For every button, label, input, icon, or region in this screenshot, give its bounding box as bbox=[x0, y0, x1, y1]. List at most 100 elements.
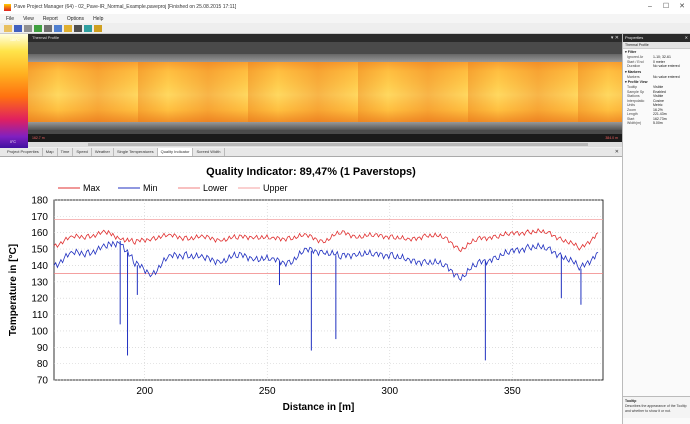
tab-quality-indicator[interactable]: Quality Indicator bbox=[157, 148, 194, 156]
tab-screed-width[interactable]: Screed Width bbox=[193, 148, 225, 156]
chart-icon[interactable] bbox=[34, 24, 42, 32]
properties-close-icon[interactable]: ✕ bbox=[684, 35, 688, 40]
property-row[interactable]: Sample Sp Enabled bbox=[623, 90, 690, 95]
property-value: 0 meter bbox=[653, 59, 665, 64]
tab-speed[interactable]: Speed bbox=[73, 148, 92, 156]
properties-header: Properties ✕ bbox=[623, 34, 690, 42]
tab-time[interactable]: Time bbox=[58, 148, 74, 156]
edit-icon[interactable] bbox=[64, 24, 72, 32]
property-row[interactable]: Stations Visible bbox=[623, 94, 690, 99]
property-key: Interpolatio bbox=[627, 98, 645, 103]
property-row[interactable]: Units Metric bbox=[623, 103, 690, 108]
property-value: Metric bbox=[653, 103, 663, 107]
properties-title: Properties bbox=[625, 35, 644, 40]
y-tick-label: 130 bbox=[31, 277, 48, 288]
x-tick-label: 300 bbox=[381, 386, 398, 397]
x-tick-label: 200 bbox=[136, 386, 153, 397]
property-row[interactable]: Start / End 0 meter bbox=[623, 60, 690, 65]
property-section[interactable]: ▾ Profile View bbox=[625, 80, 648, 84]
tab-close-icon[interactable]: ✕ bbox=[614, 149, 619, 155]
properties-grid: ▾ Filter Ignored Ar 1-10; 32-61 Start / End… bbox=[623, 50, 690, 126]
description-title: Tooltip bbox=[625, 399, 637, 403]
tab-single-temperatures[interactable]: Single Temperatures bbox=[114, 148, 158, 156]
property-value: Enabled bbox=[653, 89, 666, 94]
properties-subtitle: Thermal Profile bbox=[623, 42, 690, 49]
road-edge-bottom bbox=[28, 122, 622, 130]
maximize-button[interactable]: ☐ bbox=[662, 3, 670, 10]
plot-area bbox=[53, 199, 604, 381]
property-row[interactable]: Length 221.43m bbox=[623, 112, 690, 117]
chart-svg: Quality Indicator: 89,47% (1 Paverstops)… bbox=[8, 166, 604, 413]
property-section[interactable]: ▾ Filter bbox=[625, 50, 637, 54]
legend-entry: Upper bbox=[263, 183, 288, 193]
property-row[interactable]: Markers No value entered bbox=[623, 75, 690, 80]
y-tick-label: 170 bbox=[31, 212, 48, 223]
y-tick-label: 80 bbox=[37, 359, 49, 370]
panel-close-icon[interactable]: ▾ ✕ bbox=[610, 35, 619, 41]
y-tick-label: 90 bbox=[37, 343, 49, 354]
y-tick-label: 100 bbox=[31, 326, 48, 337]
filter-icon[interactable] bbox=[94, 24, 102, 32]
tab-project-properties[interactable]: Project Properties bbox=[4, 148, 43, 156]
menu-file[interactable]: File bbox=[6, 15, 15, 22]
refresh-icon[interactable] bbox=[84, 24, 92, 32]
property-key: Width(m) bbox=[627, 121, 642, 125]
property-section[interactable]: ▾ Markers bbox=[625, 69, 642, 74]
app-logo-icon bbox=[4, 3, 11, 11]
thermal-profile-image[interactable] bbox=[28, 42, 622, 140]
properties-panel: Properties ✕ Thermal Profile ▾ Filter Ign… bbox=[622, 34, 690, 424]
menu-view[interactable]: View bbox=[23, 15, 34, 22]
property-row[interactable]: Interpolatio Cosine bbox=[623, 99, 690, 104]
view-tabs: Project Properties Map Time Speed Weathe… bbox=[0, 148, 622, 157]
property-value: No value entered bbox=[653, 64, 680, 68]
temperature-scale: 180°C 0°C bbox=[0, 34, 28, 148]
property-key: Start / End bbox=[627, 59, 644, 64]
scale-top-label: 180°C bbox=[10, 38, 20, 42]
property-key: Duration bbox=[627, 64, 641, 68]
property-row[interactable]: Start 162.73m bbox=[623, 117, 690, 122]
close-button[interactable]: ✕ bbox=[679, 3, 685, 10]
property-row[interactable]: Width(m) 5.00m bbox=[623, 121, 690, 126]
property-value: 16.2% bbox=[653, 107, 663, 112]
property-row[interactable]: Tooltip Visible bbox=[623, 85, 690, 90]
open-icon[interactable] bbox=[4, 24, 12, 32]
property-row[interactable]: Ignored Ar 1-10; 32-61 bbox=[623, 55, 690, 60]
menu-report[interactable]: Report bbox=[42, 15, 58, 22]
window-title: Pave Project Manager (64) - 02_Pave-IR_N… bbox=[14, 4, 237, 10]
property-value: Visible bbox=[653, 85, 664, 89]
property-key: Ignored Ar bbox=[627, 55, 644, 59]
y-axis-label: Temperature in [°C] bbox=[8, 244, 19, 336]
y-tick-label: 140 bbox=[31, 261, 48, 272]
grid-icon[interactable] bbox=[24, 24, 32, 32]
property-key: Length bbox=[627, 112, 638, 116]
menu-help[interactable]: Help bbox=[93, 15, 104, 22]
property-key: Zoom bbox=[627, 107, 636, 112]
property-row[interactable]: Zoom 16.2% bbox=[623, 108, 690, 113]
property-value: 1-10; 32-61 bbox=[653, 55, 671, 59]
legend-entry: Lower bbox=[203, 183, 228, 193]
eye-icon[interactable] bbox=[74, 24, 82, 32]
tab-map[interactable]: Map bbox=[43, 148, 58, 156]
y-tick-label: 120 bbox=[31, 294, 48, 305]
horizontal-scrollbar[interactable] bbox=[28, 142, 622, 147]
window-controls: – ☐ ✕ bbox=[642, 0, 690, 14]
tab-weather[interactable]: Weather bbox=[92, 148, 114, 156]
property-key: Units bbox=[627, 103, 635, 107]
menu-options[interactable]: Options bbox=[66, 15, 85, 22]
property-row[interactable]: Duration No value entered bbox=[623, 64, 690, 69]
scrollbar-thumb[interactable] bbox=[88, 143, 588, 146]
settings-icon[interactable] bbox=[44, 24, 52, 32]
road-edge-top bbox=[28, 54, 622, 62]
legend-entry: Max bbox=[83, 183, 101, 193]
x-tick-label: 250 bbox=[259, 386, 276, 397]
series-line-min bbox=[53, 240, 599, 282]
layers-icon[interactable] bbox=[54, 24, 62, 32]
save-icon[interactable] bbox=[14, 24, 22, 32]
y-tick-label: 150 bbox=[31, 245, 48, 256]
property-value: Cosine bbox=[653, 98, 664, 103]
thermal-profile-header: Thermal Profile ▾ ✕ bbox=[28, 34, 622, 42]
property-key: Markers bbox=[627, 74, 640, 79]
property-value: 162.73m bbox=[653, 116, 667, 121]
minimize-button[interactable]: – bbox=[648, 3, 652, 10]
